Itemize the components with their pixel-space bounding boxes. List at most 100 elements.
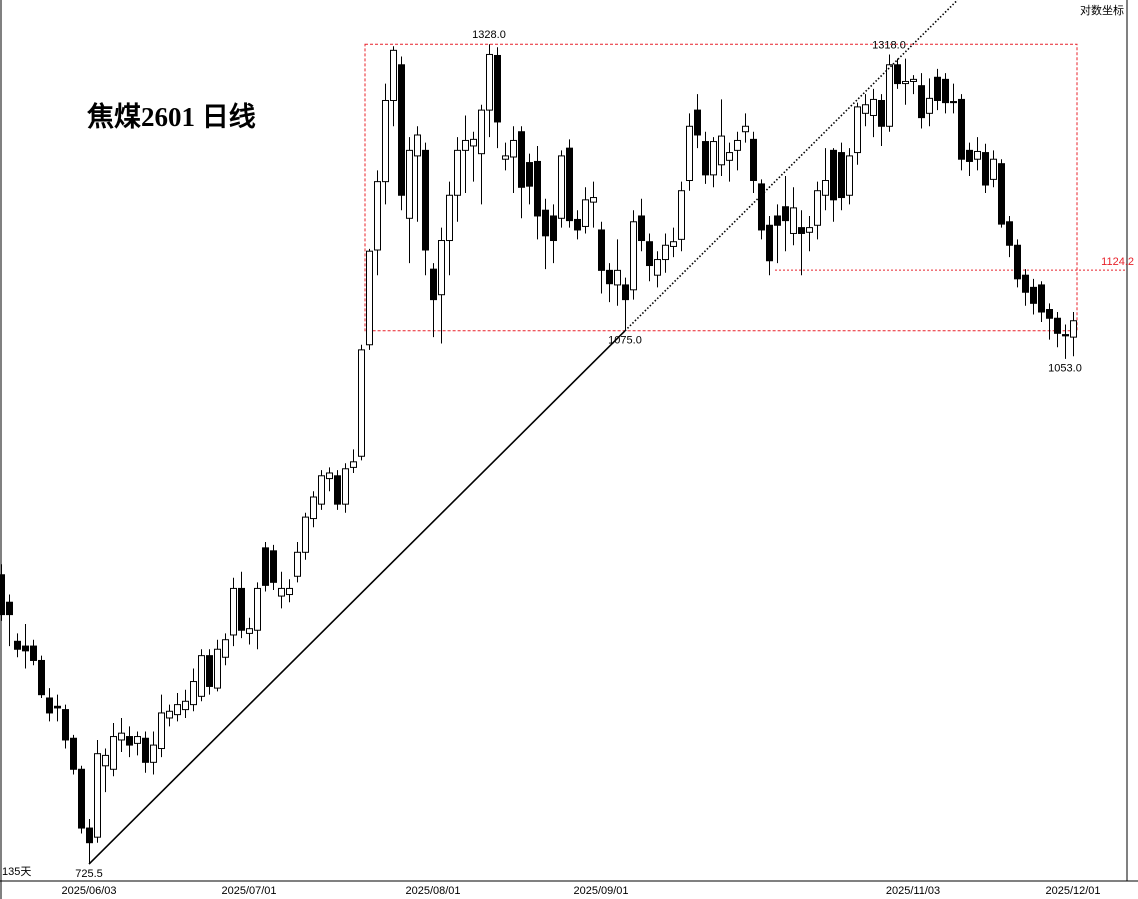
candle-up (886, 64, 893, 127)
candle-up (670, 241, 677, 247)
candle-up (310, 496, 317, 520)
price-annotation: 1328.0 (472, 29, 506, 41)
candle-down (270, 550, 277, 583)
candle-up (118, 732, 125, 741)
candle-up (438, 240, 445, 296)
candle-down (942, 78, 949, 104)
candle-up (1070, 320, 1077, 338)
candle-down (422, 149, 429, 251)
candle-up (990, 158, 997, 180)
price-annotation: 1075.0 (608, 335, 642, 347)
candle-up (414, 134, 421, 157)
candle-up (294, 551, 301, 577)
candle-up (166, 710, 173, 719)
candle-up (390, 49, 397, 101)
candle-down (750, 138, 757, 182)
candle-down (758, 183, 765, 231)
candle-up (854, 106, 861, 154)
candle-down (694, 109, 701, 136)
candle-down (78, 768, 85, 829)
candle-down (70, 737, 77, 770)
candle-down (918, 85, 925, 119)
candle-up (822, 180, 829, 196)
candle-down (526, 162, 533, 187)
candle-up (590, 197, 597, 203)
candle-down (966, 149, 973, 162)
candle-down (62, 709, 69, 741)
candle-down (566, 147, 573, 222)
candle-up (974, 150, 981, 160)
x-tick-label: 2025/09/01 (573, 885, 628, 897)
candle-down (766, 224, 773, 262)
candle-down (430, 268, 437, 301)
candle-down (54, 705, 61, 709)
candle-down (14, 640, 21, 650)
candle-up (174, 704, 181, 716)
range-box (364, 43, 1078, 332)
candle-up (158, 712, 165, 750)
candle-up (286, 587, 293, 596)
candle-up (198, 655, 205, 697)
candle-down (518, 131, 525, 188)
candle-up (350, 461, 357, 468)
candle-down (22, 645, 29, 652)
candle-down (574, 218, 581, 231)
candle-up (806, 227, 813, 233)
candle-up (678, 190, 685, 240)
candle-down (894, 64, 901, 85)
candle-down (238, 587, 245, 631)
candle-down (334, 475, 341, 505)
candle-down (542, 209, 549, 237)
candle-up (630, 221, 637, 291)
candle-down (1038, 284, 1045, 313)
candle-up (94, 753, 101, 838)
candle-up (150, 744, 157, 763)
candle-up (862, 104, 869, 114)
candle-down (998, 163, 1005, 225)
candle-up (502, 155, 509, 160)
candle-down (1014, 244, 1021, 280)
candle-up (902, 80, 909, 85)
candle-up (926, 97, 933, 114)
candle-up (846, 155, 853, 196)
candle-up (582, 199, 589, 227)
candle-down (958, 98, 965, 160)
candle-up (110, 736, 117, 770)
x-tick-label: 2025/11/03 (886, 885, 940, 897)
x-tick-label: 2025/08/01 (405, 885, 460, 897)
candle-down (46, 697, 53, 714)
candle-up (406, 149, 413, 219)
trend-extension (624, 0, 959, 332)
candle-up (814, 190, 821, 226)
candle-up (102, 754, 109, 767)
x-tick-label: 2025/12/01 (1045, 885, 1100, 897)
candle-up (734, 139, 741, 151)
candle-up (726, 152, 733, 161)
candle-up (382, 99, 389, 183)
candle-up (446, 194, 453, 242)
candle-down (126, 736, 133, 746)
candle-down (878, 99, 885, 127)
price-annotation: 1053.0 (1048, 363, 1082, 375)
candle-up (710, 141, 717, 176)
candle-down (0, 574, 5, 616)
candle-down (646, 241, 653, 267)
chart-title: 焦煤2601 日线 (87, 101, 256, 132)
candle-down (774, 215, 781, 226)
candle-up (302, 516, 309, 553)
candle-up (510, 139, 517, 158)
candle-down (598, 229, 605, 271)
candle-down (494, 54, 501, 123)
candle-down (1046, 309, 1053, 319)
candle-down (6, 601, 13, 616)
candle-up (662, 244, 669, 261)
candle-down (830, 149, 837, 201)
candle-up (134, 736, 141, 744)
day-count: 135天 (2, 866, 31, 878)
scale-label: 对数坐标 (1080, 3, 1124, 17)
candle-up (614, 269, 621, 286)
candle-up (742, 125, 749, 133)
candle-up (254, 587, 261, 631)
candle-up (718, 135, 725, 166)
